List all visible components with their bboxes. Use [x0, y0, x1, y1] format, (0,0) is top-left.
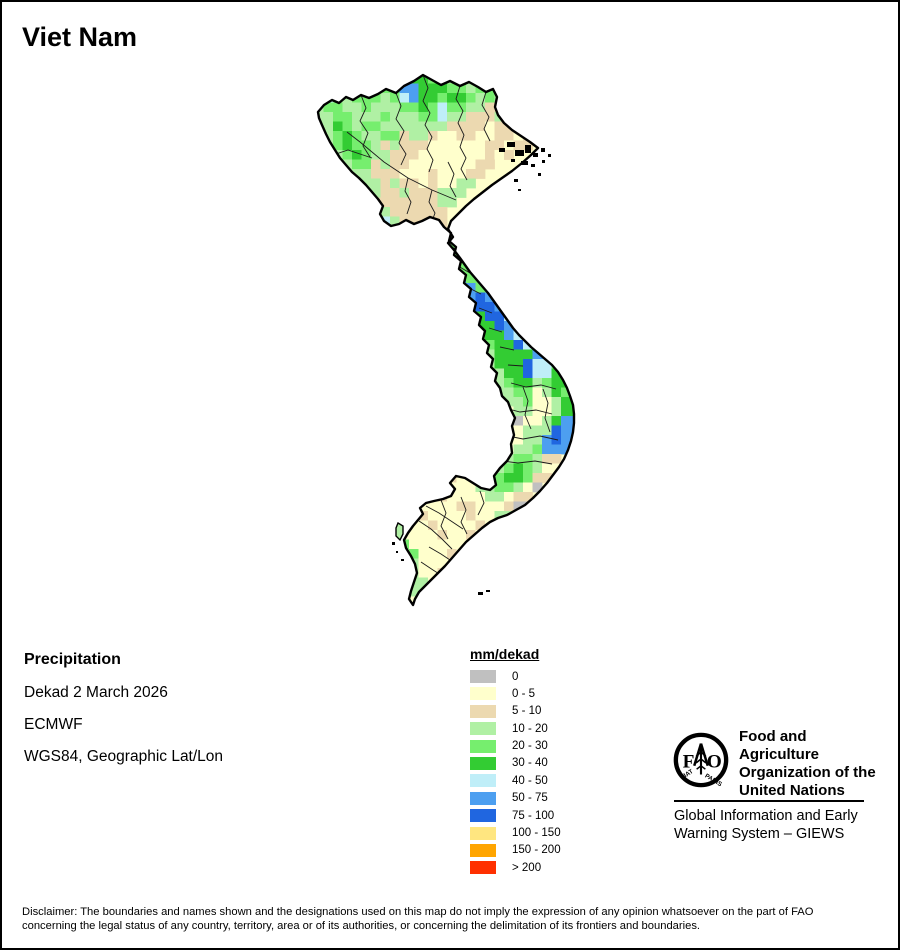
legend-swatch: [470, 809, 496, 823]
legend: mm/dekad 0 0 - 5 5 - 10 10 - 20 20 - 30 30 - …: [470, 646, 561, 879]
legend-row: 30 - 40: [470, 756, 561, 770]
fao-block: F O FIAT PANIS Food and Agriculture Orga…: [672, 728, 882, 842]
fao-logo-letter-f: F: [683, 752, 695, 773]
legend-label: 40 - 50: [512, 774, 548, 787]
country-outline: [316, 73, 576, 607]
legend-swatch: [470, 739, 496, 753]
legend-swatch: [470, 687, 496, 701]
disclaimer-text: Disclaimer: The boundaries and names sho…: [22, 906, 814, 933]
legend-swatch: [470, 791, 496, 805]
legend-label: 30 - 40: [512, 757, 548, 770]
phu-quoc-island: [395, 521, 404, 542]
legend-row: 0 - 5: [470, 687, 561, 701]
giews-line: Global Information and Early: [674, 808, 858, 824]
fao-logo-letter-o: O: [707, 752, 722, 773]
legend-swatch: [470, 843, 496, 857]
legend-row: 100 - 150: [470, 826, 561, 840]
fao-separator: [674, 800, 864, 802]
legend-row: 10 - 20: [470, 722, 561, 736]
giews-line: Warning System – GIEWS: [674, 825, 845, 842]
legend-rows: 0 0 - 5 5 - 10 10 - 20 20 - 30 30 - 40 40 - 50…: [470, 670, 561, 875]
page-title: Viet Nam: [22, 22, 138, 52]
legend-label: 5 - 10: [512, 705, 542, 718]
legend-row: 20 - 30: [470, 739, 561, 753]
giews-label: Global Information and Early Warning Sys…: [674, 808, 858, 843]
islands: [392, 142, 551, 595]
legend-row: 5 - 10: [470, 704, 561, 718]
info-dekad: Dekad 2 March 2026: [24, 684, 168, 701]
info-heading: Precipitation: [24, 651, 121, 668]
legend-label: 0 - 5: [512, 687, 536, 700]
legend-label: 10 - 20: [512, 722, 548, 735]
legend-label: 75 - 100: [512, 809, 555, 822]
fao-logo-icon: F O FIAT PANIS: [673, 732, 729, 788]
legend-row: 150 - 200: [470, 843, 561, 857]
legend-swatch: [470, 774, 496, 788]
legend-label: 20 - 30: [512, 740, 548, 753]
info-source: ECMWF: [24, 716, 83, 733]
legend-swatch: [470, 670, 496, 683]
legend-swatch: [470, 861, 496, 875]
legend-row: 50 - 75: [470, 791, 561, 805]
legend-label: 50 - 75: [512, 792, 548, 805]
legend-row: 0: [470, 670, 561, 683]
legend-label: > 200: [512, 861, 542, 874]
legend-swatch: [470, 756, 496, 770]
legend-row: 40 - 50: [470, 774, 561, 788]
legend-label: 0: [512, 670, 519, 683]
fao-org-line: United Nations: [739, 782, 845, 799]
precipitation-cells: [318, 75, 574, 605]
fao-org-line: Organization of the: [739, 764, 876, 781]
fao-org-name: Food and Agriculture Organization of the…: [739, 728, 882, 800]
info-projection: WGS84, Geographic Lat/Lon: [24, 748, 224, 765]
legend-label: 150 - 200: [512, 844, 561, 857]
legend-swatch: [470, 722, 496, 736]
legend-swatch: [470, 704, 496, 718]
legend-row: > 200: [470, 861, 561, 875]
legend-label: 100 - 150: [512, 827, 561, 840]
wheat-ear-icon: [693, 743, 709, 775]
legend-title: mm/dekad: [470, 646, 540, 662]
legend-row: 75 - 100: [470, 809, 561, 823]
fao-org-line: Food and Agriculture: [739, 728, 820, 763]
map-info-block: Precipitation Dekad 2 March 2026 ECMWF W…: [24, 651, 223, 780]
legend-swatch: [470, 826, 496, 840]
